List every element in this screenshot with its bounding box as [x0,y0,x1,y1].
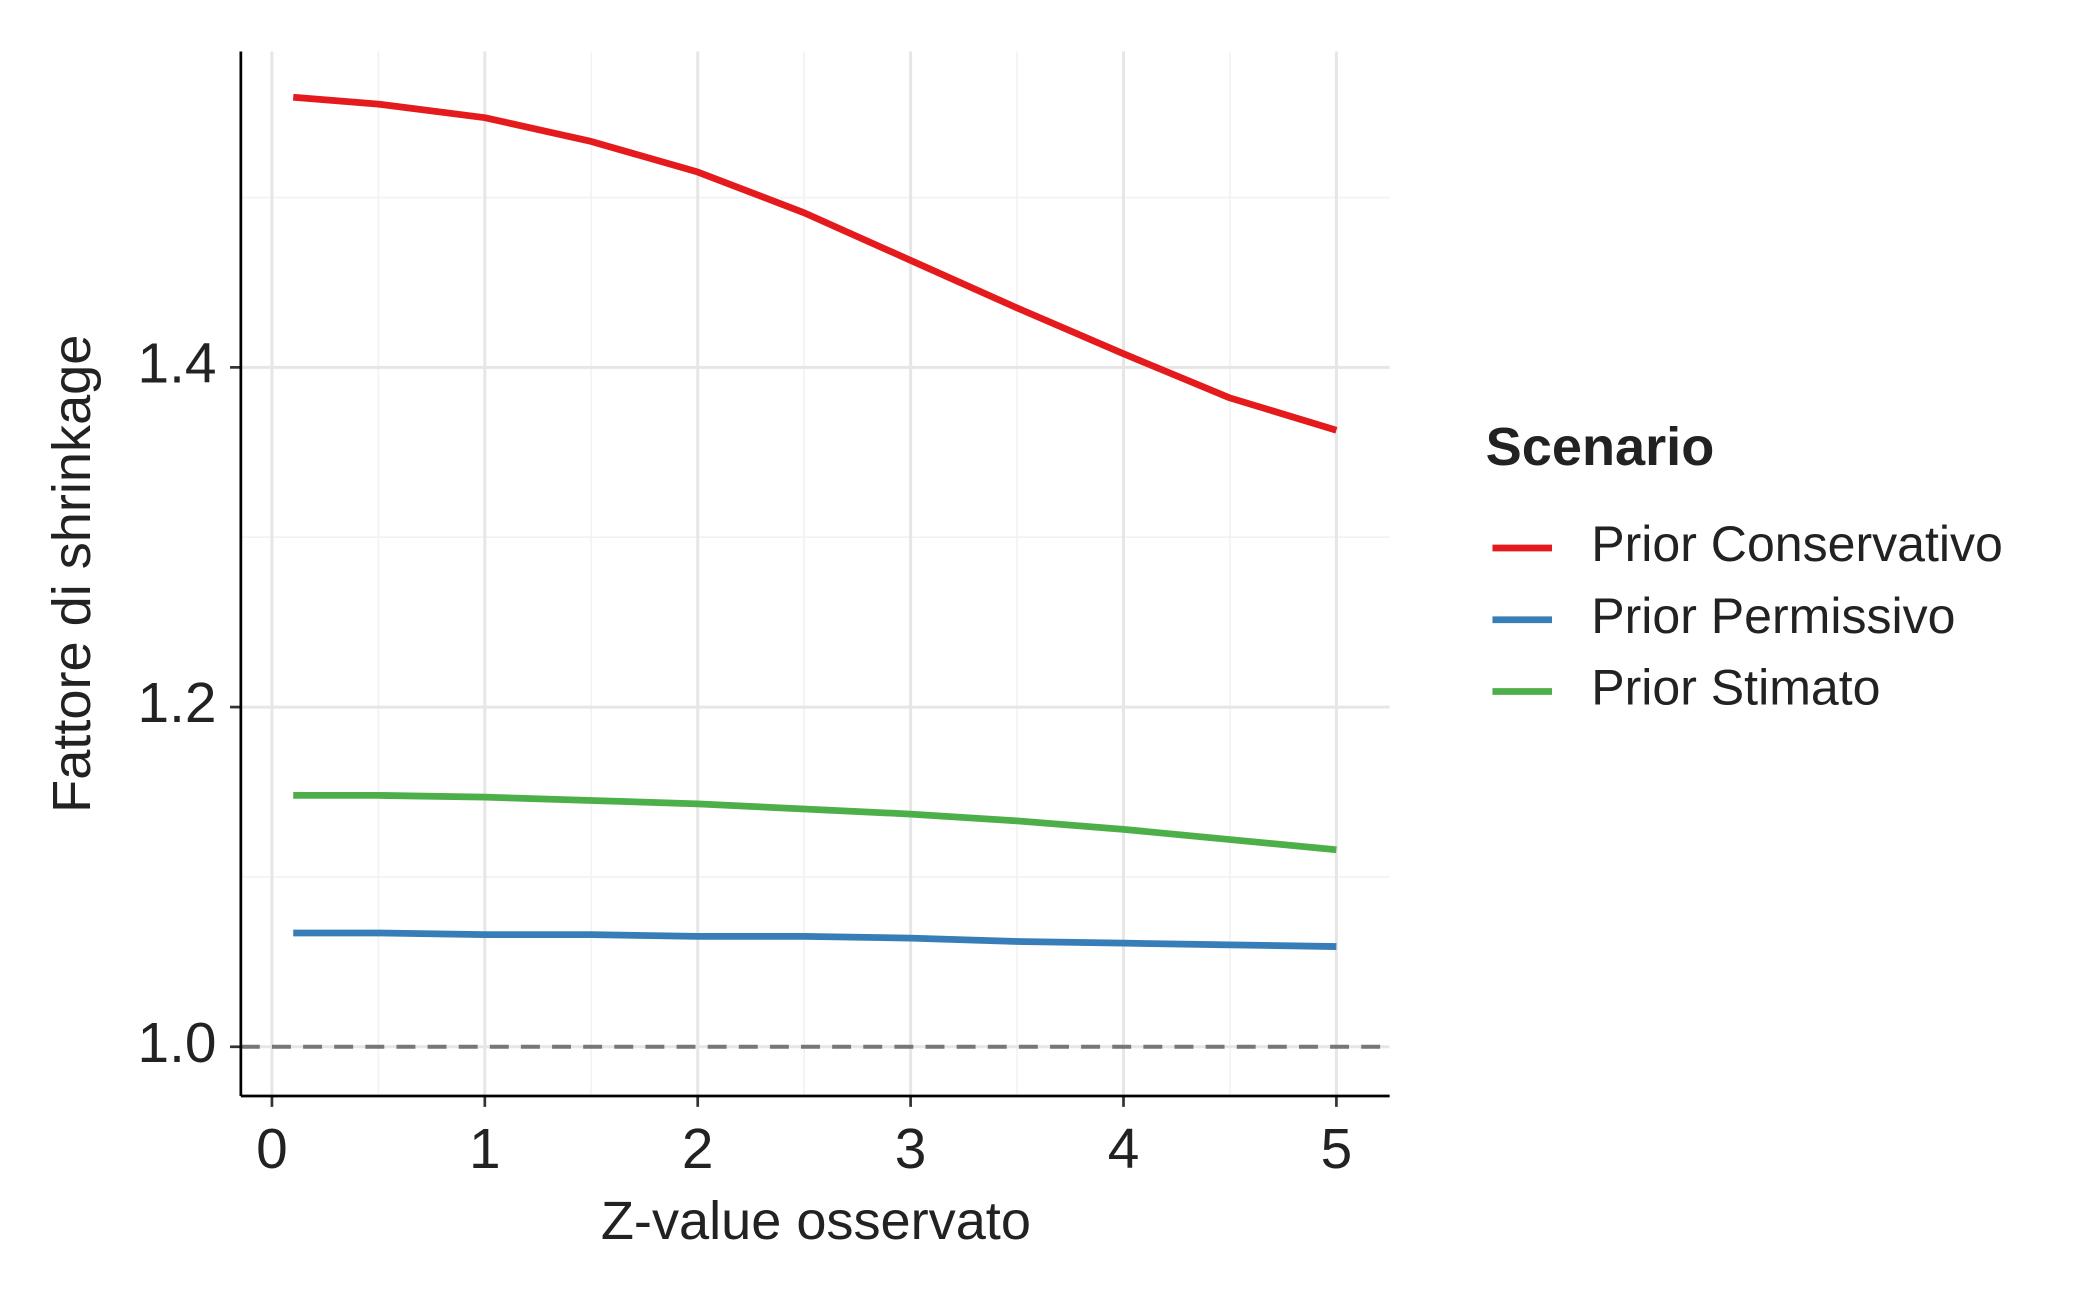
x-axis-title: Z-value osservato [601,1191,1031,1251]
series-line [293,792,1337,854]
series-line [293,929,1337,950]
legend-label: Prior Conservativo [1591,516,2003,572]
series-line [292,93,1338,434]
x-tick-label: 4 [1108,1118,1140,1181]
x-tick-label: 5 [1321,1118,1353,1181]
y-tick-label: 1.2 [138,672,217,735]
y-tick-label: 1.4 [138,332,217,395]
x-tick-label: 3 [895,1118,927,1181]
x-tick-label: 2 [682,1118,714,1181]
x-tick-label: 0 [256,1118,288,1181]
legend-label: Prior Permissivo [1591,588,1955,644]
legend-title: Scenario [1486,417,1715,477]
x-tick-label: 1 [469,1118,501,1181]
legend-label: Prior Stimato [1591,660,1880,716]
y-axis-title: Fattore di shrinkage [42,335,102,813]
y-tick-label: 1.0 [138,1012,217,1075]
